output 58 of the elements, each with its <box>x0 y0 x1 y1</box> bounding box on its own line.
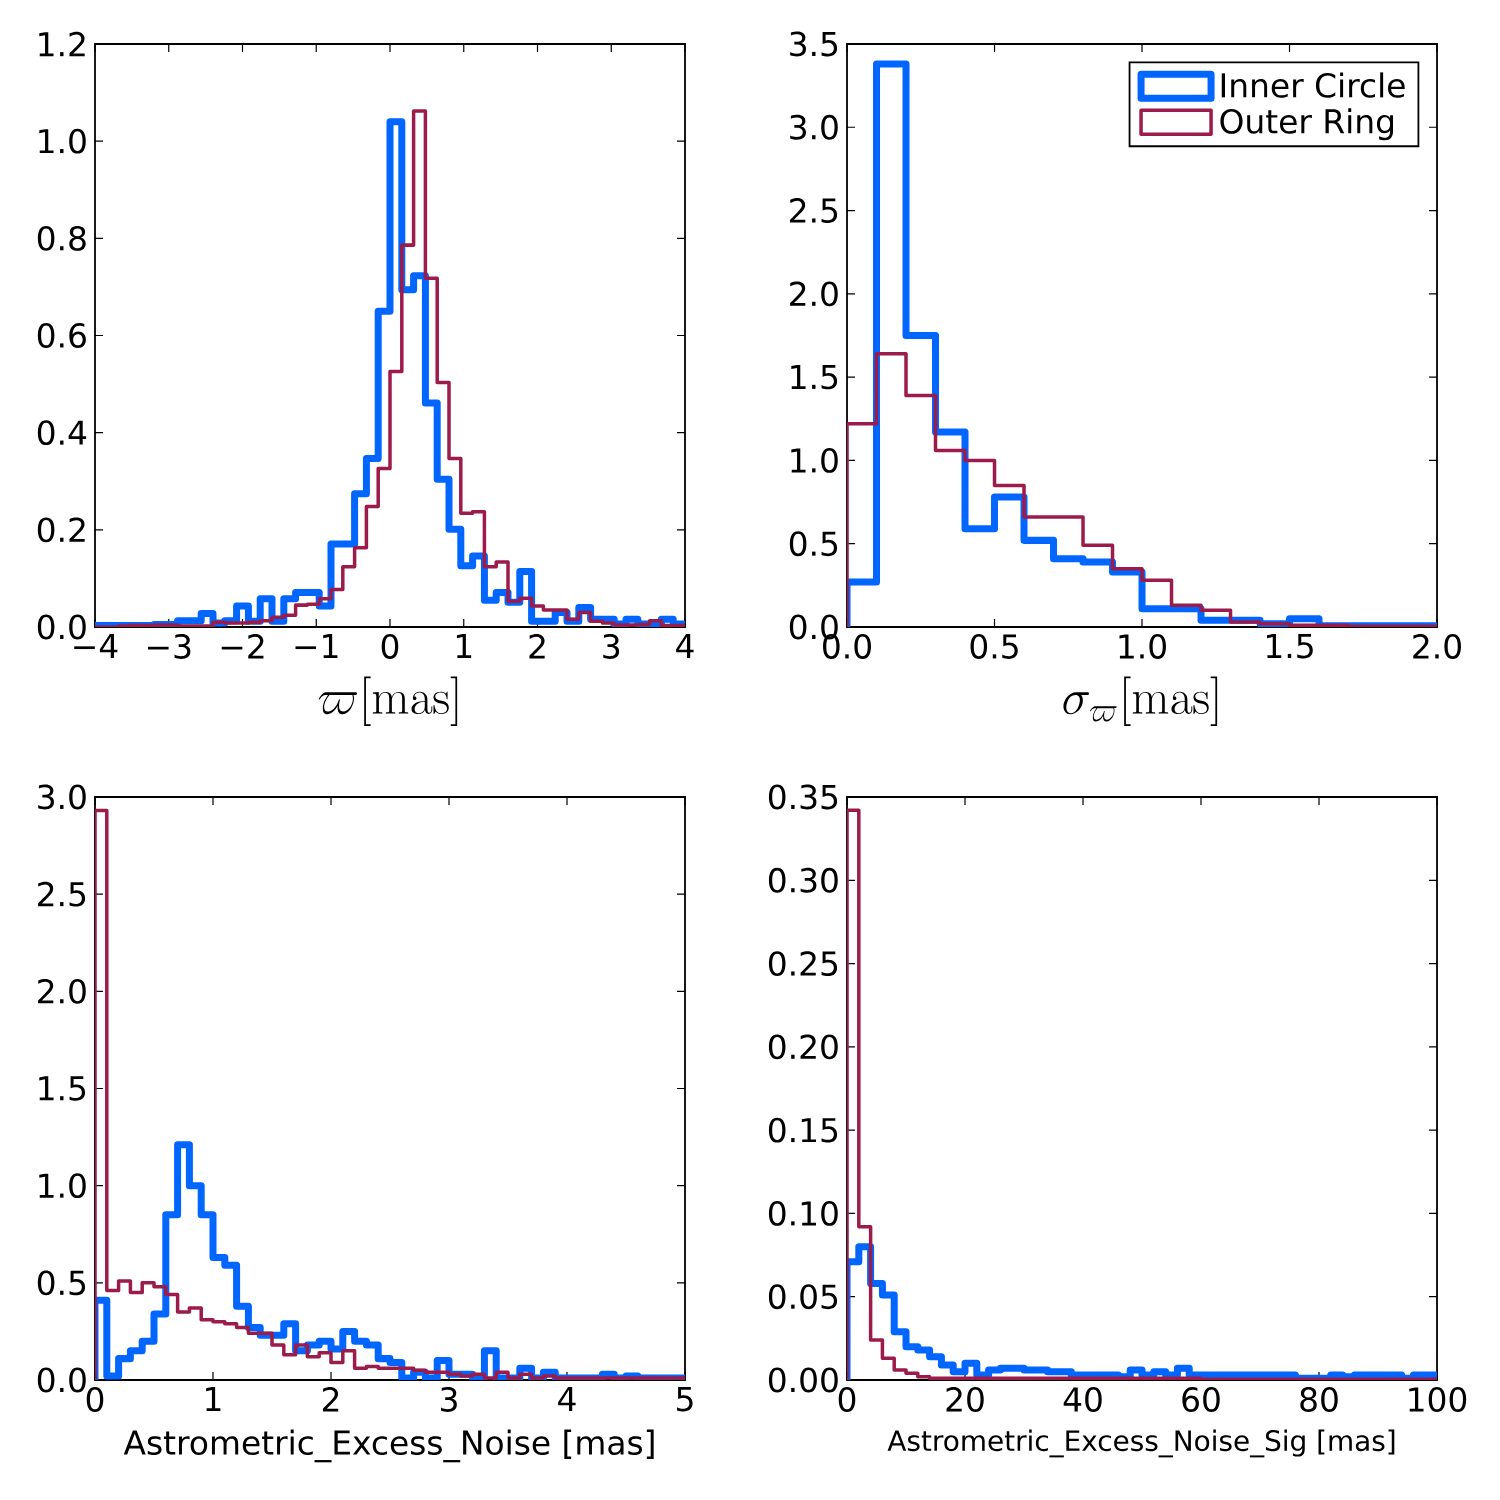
y-tick-label: 0.15 <box>768 1117 838 1143</box>
y-tick-label: 0.2 <box>37 517 85 543</box>
x-tick-label: 0 <box>86 1387 104 1412</box>
x-tick-label: 0 <box>381 634 399 659</box>
legend-label: Outer Ring <box>1220 108 1394 141</box>
y-tick-label: 3.5 <box>790 31 838 57</box>
y-tick-label: 0.8 <box>37 225 86 251</box>
x-tick-label: −2 <box>221 634 264 659</box>
x-tick-label: 40 <box>1063 1387 1102 1412</box>
y-tick-label: 0.30 <box>768 867 838 893</box>
x-tick-label: 4 <box>558 1387 576 1412</box>
x-tick-label: 60 <box>1182 1387 1220 1412</box>
y-tick-label: 1.2 <box>39 31 85 57</box>
y-tick-label: 0.0 <box>37 1367 86 1393</box>
x-tick-label: 2 <box>529 634 545 659</box>
x-axis-title: $\varpi[\mathrm{mas}]$ <box>318 676 458 727</box>
x-tick-label: 4 <box>676 634 694 658</box>
legend-label: Inner Circle <box>1221 72 1405 98</box>
x-tick-label: 1 <box>206 1387 221 1412</box>
y-tick-label: 0.20 <box>768 1034 838 1060</box>
y-tick-label: 2.0 <box>790 281 838 307</box>
x-tick-label: 1.5 <box>1267 634 1313 659</box>
y-tick-label: 2.0 <box>38 978 86 1004</box>
y-tick-label: 1.0 <box>791 447 838 473</box>
x-tick-label: 1 <box>456 634 472 658</box>
y-tick-label: 0.00 <box>768 1367 838 1393</box>
x-axis-title: $\sigma_{\varpi}[\mathrm{mas}]$ <box>1063 676 1218 727</box>
y-tick-label: 0.35 <box>768 784 838 810</box>
x-tick-label: 0 <box>838 1387 856 1412</box>
x-axis-title: Astrometric_Excess_Noise_Sig [mas] <box>887 1429 1395 1458</box>
x-tick-label: 0.5 <box>970 634 1018 659</box>
y-tick-label: 0.6 <box>37 323 86 348</box>
x-tick-label: −3 <box>147 634 191 659</box>
x-tick-label: 1.0 <box>1119 634 1166 659</box>
x-tick-label: 2.0 <box>1413 634 1461 659</box>
y-tick-label: 3.0 <box>38 784 86 810</box>
x-tick-label: 2 <box>322 1387 339 1412</box>
y-tick-label: 0.05 <box>768 1284 838 1310</box>
y-tick-label: 1.0 <box>39 128 86 154</box>
y-tick-label: 1.0 <box>39 1173 86 1199</box>
y-tick-label: 1.5 <box>39 1076 86 1101</box>
y-tick-label: 2.5 <box>790 198 838 223</box>
y-tick-label: 0.5 <box>37 1270 86 1296</box>
x-tick-label: 3 <box>603 634 620 659</box>
y-tick-label: 2.5 <box>38 881 86 907</box>
y-tick-label: 3.0 <box>790 114 838 140</box>
y-tick-label: 0.10 <box>768 1200 838 1226</box>
y-tick-label: 0.25 <box>768 951 838 977</box>
y-tick-label: 0.5 <box>789 531 838 557</box>
x-tick-label: −1 <box>295 634 338 658</box>
x-tick-label: 20 <box>946 1387 984 1412</box>
x-axis-title: Astrometric_Excess_Noise [mas] <box>123 1429 654 1463</box>
y-tick-label: 1.5 <box>791 364 838 390</box>
x-tick-label: 3 <box>441 1387 457 1412</box>
x-tick-label: 5 <box>677 1387 693 1412</box>
x-tick-label: 80 <box>1300 1387 1338 1412</box>
y-tick-label: 0.4 <box>37 420 87 446</box>
x-tick-label: 100 <box>1409 1387 1467 1412</box>
